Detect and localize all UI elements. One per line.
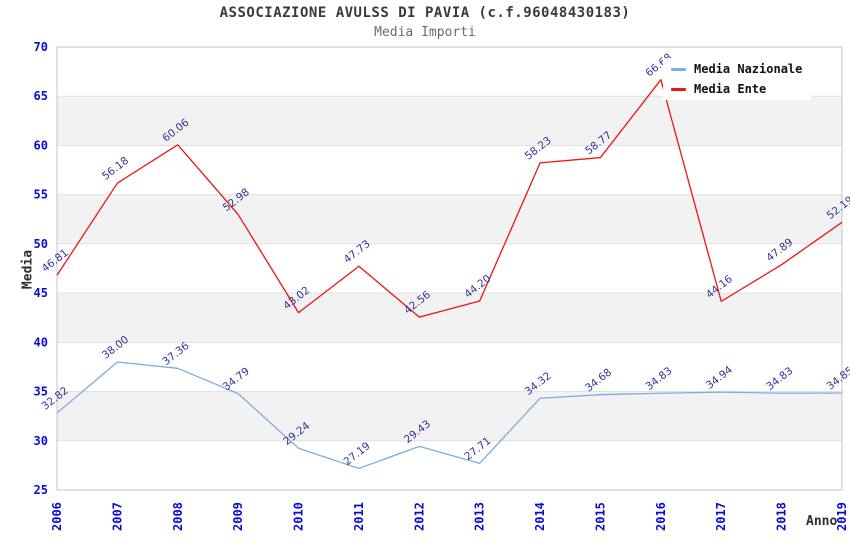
svg-text:2008: 2008 bbox=[171, 502, 185, 531]
svg-text:37.36: 37.36 bbox=[160, 340, 191, 368]
svg-text:2009: 2009 bbox=[231, 502, 245, 531]
svg-text:55: 55 bbox=[34, 188, 48, 202]
chart-subtitle: Media Importi bbox=[374, 25, 476, 40]
y-axis-title: Media bbox=[20, 249, 36, 290]
svg-text:2018: 2018 bbox=[775, 502, 789, 531]
svg-text:2006: 2006 bbox=[50, 502, 64, 531]
legend-label-ente: Media Ente bbox=[694, 82, 767, 96]
svg-text:34.94: 34.94 bbox=[704, 364, 735, 392]
svg-text:35: 35 bbox=[34, 385, 48, 399]
svg-text:2012: 2012 bbox=[412, 502, 426, 531]
svg-text:45: 45 bbox=[34, 286, 48, 300]
svg-text:25: 25 bbox=[34, 483, 48, 497]
svg-text:2011: 2011 bbox=[352, 502, 366, 531]
svg-text:2015: 2015 bbox=[593, 502, 607, 531]
legend-item-media-nazionale: Media Nazionale bbox=[663, 62, 811, 76]
svg-text:2019: 2019 bbox=[835, 502, 849, 531]
legend-swatch-ente-icon bbox=[671, 87, 686, 91]
svg-text:56.18: 56.18 bbox=[100, 155, 131, 183]
svg-text:30: 30 bbox=[34, 434, 48, 448]
svg-text:34.83: 34.83 bbox=[764, 365, 795, 393]
svg-text:2014: 2014 bbox=[533, 502, 547, 531]
svg-text:2007: 2007 bbox=[110, 502, 124, 531]
x-axis-title: Anno bbox=[806, 514, 838, 529]
svg-text:34.85: 34.85 bbox=[825, 365, 850, 393]
chart-title: ASSOCIAZIONE AVULSS DI PAVIA (c.f.960484… bbox=[219, 5, 631, 21]
legend-item-media-ente: Media Ente bbox=[663, 82, 811, 96]
svg-text:50: 50 bbox=[34, 237, 48, 251]
svg-text:34.83: 34.83 bbox=[643, 365, 674, 393]
svg-text:34.68: 34.68 bbox=[583, 366, 614, 394]
svg-text:70: 70 bbox=[34, 40, 48, 54]
svg-text:65: 65 bbox=[34, 89, 48, 103]
legend-swatch-nazionale-icon bbox=[671, 67, 686, 71]
legend-label-nazionale: Media Nazionale bbox=[694, 62, 803, 76]
svg-text:2017: 2017 bbox=[714, 502, 728, 531]
svg-text:2013: 2013 bbox=[473, 502, 487, 531]
svg-text:2010: 2010 bbox=[292, 502, 306, 531]
svg-text:2016: 2016 bbox=[654, 502, 668, 531]
svg-text:60: 60 bbox=[34, 138, 48, 152]
svg-text:34.79: 34.79 bbox=[221, 365, 252, 393]
legend: Media Nazionale Media Ente bbox=[663, 58, 811, 100]
svg-text:27.19: 27.19 bbox=[342, 440, 373, 468]
svg-text:40: 40 bbox=[34, 335, 48, 349]
